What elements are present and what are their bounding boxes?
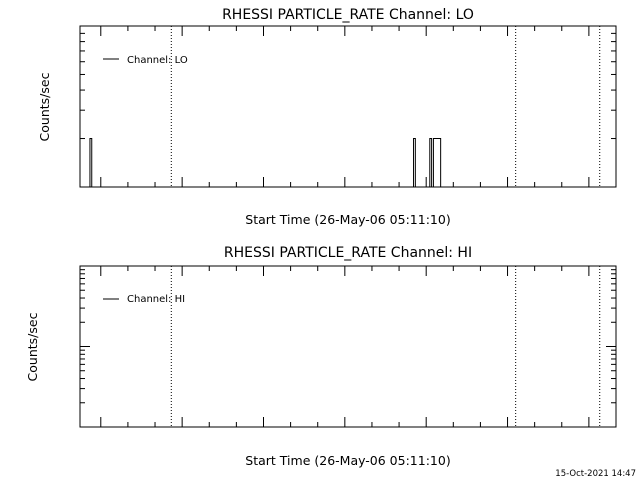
chart-title: RHESSI PARTICLE_RATE Channel: HI xyxy=(224,245,472,261)
series-line xyxy=(413,138,416,187)
x-axis-label: Start Time (26-May-06 05:11:10) xyxy=(245,212,450,227)
footer-timestamp: 15-Oct-2021 14:47 xyxy=(555,469,636,479)
y-axis-label: Counts/sec xyxy=(25,312,40,381)
legend-label: Channel: HI xyxy=(127,294,185,305)
series-line xyxy=(89,138,93,187)
plot-frame xyxy=(79,25,617,188)
legend-label: Channel: LO xyxy=(127,55,188,66)
chart-title: RHESSI PARTICLE_RATE Channel: LO xyxy=(222,7,474,23)
y-axis-label: Counts/sec xyxy=(37,72,52,141)
chart-panel-lo: RHESSI PARTICLE_RATE Channel: LO Start T… xyxy=(37,7,617,227)
series-line xyxy=(429,138,442,188)
chart-panel-hi: RHESSI PARTICLE_RATE Channel: HI Start T… xyxy=(25,245,617,468)
x-axis-label: Start Time (26-May-06 05:11:10) xyxy=(245,453,450,468)
